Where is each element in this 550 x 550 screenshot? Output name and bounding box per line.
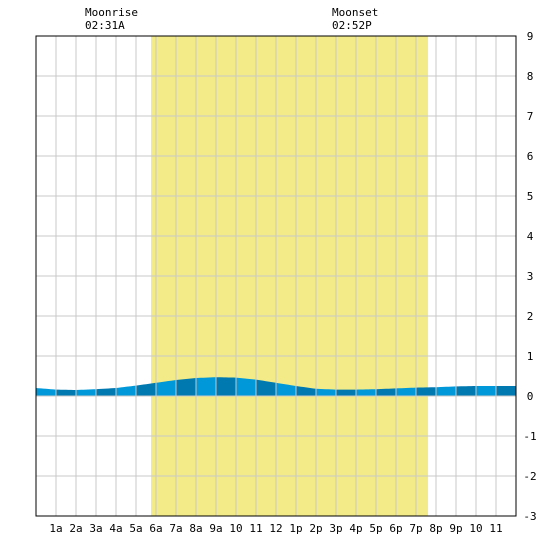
- tide-segment: [376, 388, 396, 396]
- tide-segment: [216, 377, 236, 396]
- tide-segment: [156, 380, 176, 396]
- moonset-label: Moonset: [332, 6, 378, 19]
- tide-segment: [136, 382, 156, 396]
- x-tick-label: 5a: [129, 522, 142, 535]
- x-tick-label: 6a: [149, 522, 162, 535]
- x-tick-label: 7a: [169, 522, 182, 535]
- tide-segment: [496, 386, 516, 396]
- y-tick-label: 9: [527, 30, 534, 43]
- x-tick-label: 6p: [389, 522, 402, 535]
- tide-segment: [36, 388, 56, 396]
- tide-segment: [296, 386, 316, 396]
- x-tick-label: 3a: [89, 522, 102, 535]
- tide-segment: [396, 387, 416, 396]
- tide-segment: [356, 389, 376, 396]
- x-tick-label: 4a: [109, 522, 122, 535]
- y-tick-label: 1: [527, 350, 534, 363]
- y-tick-label: 4: [527, 230, 534, 243]
- x-tick-label: 5p: [369, 522, 382, 535]
- y-tick-label: -3: [523, 510, 536, 523]
- tide-segment: [196, 377, 216, 396]
- moonrise-label: Moonrise: [85, 6, 138, 19]
- x-tick-label: 8a: [189, 522, 202, 535]
- y-tick-label: 3: [527, 270, 534, 283]
- tide-area: [36, 377, 516, 396]
- x-tick-label: 3p: [329, 522, 342, 535]
- tide-segment: [336, 389, 356, 396]
- y-tick-label: 2: [527, 310, 534, 323]
- tide-segment: [456, 386, 476, 396]
- x-tick-label: 11: [489, 522, 502, 535]
- y-tick-label: 7: [527, 110, 534, 123]
- y-tick-label: 5: [527, 190, 534, 203]
- plot-frame: [35, 35, 517, 517]
- grid-horizontal: [36, 75, 516, 477]
- x-tick-label: 9a: [209, 522, 222, 535]
- x-tick-label: 10: [229, 522, 242, 535]
- x-tick-label: 2a: [69, 522, 82, 535]
- y-tick-label: -1: [523, 430, 536, 443]
- x-tick-label: 1p: [289, 522, 302, 535]
- x-tick-label: 9p: [449, 522, 462, 535]
- y-tick-label: -2: [523, 470, 536, 483]
- tide-segment: [256, 379, 276, 396]
- x-axis-labels: 1a 2a 3a 4a 5a 6a 7a 8a 9a 10 11 12 1p 2p 3p 4p 5p 6p 7p 8p…: [49, 522, 502, 535]
- tide-segment: [316, 388, 336, 396]
- x-tick-label: 10: [469, 522, 482, 535]
- tide-segment: [236, 377, 256, 396]
- tide-segment: [116, 385, 136, 396]
- y-tick-label: 8: [527, 70, 534, 83]
- tide-segment: [436, 386, 456, 396]
- moonrise-time: 02:31A: [85, 19, 125, 32]
- moonset-time: 02:52P: [332, 19, 372, 32]
- x-tick-label: 7p: [409, 522, 422, 535]
- tide-segment: [416, 387, 436, 396]
- x-tick-label: 4p: [349, 522, 362, 535]
- y-tick-label: 6: [527, 150, 534, 163]
- tide-segment: [176, 378, 196, 396]
- x-tick-label: 2p: [309, 522, 322, 535]
- tide-segment: [96, 388, 116, 396]
- x-tick-label: 12: [269, 522, 282, 535]
- tide-segment: [276, 382, 296, 396]
- y-tick-label: 0: [527, 390, 534, 403]
- tide-segment: [56, 389, 76, 396]
- x-tick-label: 8p: [429, 522, 442, 535]
- tide-segment: [476, 386, 496, 396]
- tide-segment: [76, 389, 96, 396]
- x-tick-label: 11: [249, 522, 262, 535]
- x-tick-label: 1a: [49, 522, 62, 535]
- y-axis-labels: -3 -2 -1 0 1 2 3 4 5 6 7 8 9: [523, 30, 536, 523]
